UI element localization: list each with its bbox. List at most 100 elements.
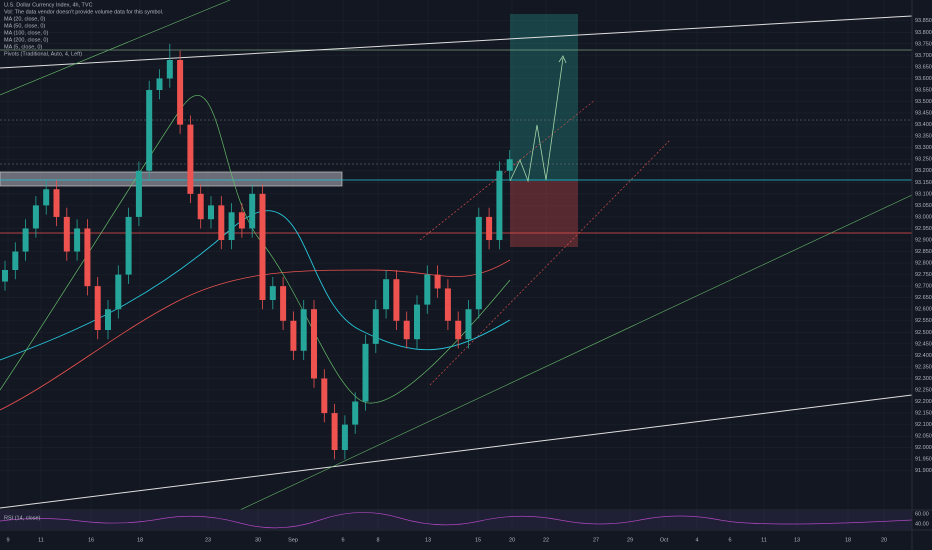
candle-body [94,286,101,330]
candle-body [444,288,451,321]
y-tick-label: 92.950 [915,226,932,232]
y-tick-label: 93.850 [915,18,932,24]
candles [2,43,513,460]
y-tick-label: 92.900 [915,237,932,243]
long-stop-zone [510,181,578,247]
y-tick-label: 92.300 [915,376,932,382]
trend-line [0,394,913,509]
candle-body [321,378,328,414]
y-tick-label: 93.500 [915,99,932,105]
candle-body [22,228,29,252]
candle-body [455,320,462,340]
y-tick-label: 92.750 [915,272,932,278]
candle-body [475,216,482,310]
candle-body [300,309,307,351]
candle-body [146,90,153,171]
candle-body [63,216,70,252]
x-tick-label: 9 [6,537,9,543]
x-tick-label: Sep [288,537,298,543]
candle-body [249,193,256,229]
candle-body [341,424,348,450]
grid [0,0,912,530]
candle-body [414,304,420,340]
candle-body [496,170,503,240]
y-tick-label: 92.800 [915,261,932,267]
y-tick-label: 92.450 [915,341,932,347]
legend-line: MA (200, close, 0) [4,37,48,43]
candle-body [156,78,163,90]
y-tick-label: 93.450 [915,111,932,117]
candle-body [362,343,369,402]
y-tick-label: 93.250 [915,157,932,163]
legend-line: Pivots (Traditional, Auto, 4, Left) [4,51,82,57]
x-tick-label: 11 [761,537,767,543]
x-tick-label: 18 [137,537,143,543]
y-tick-label: 92.650 [915,295,932,301]
x-tick-label: 11 [38,537,44,543]
rsi-tick-label: 40.00 [915,521,929,527]
ma-line [0,259,511,411]
rsi-line [0,512,913,529]
legend-line: MA (50, close, 0) [4,23,45,29]
x-tick-label: 20 [509,537,515,543]
candle-body [166,60,173,79]
candle-body [290,320,297,351]
y-tick-label: 92.700 [915,284,932,290]
y-tick-label: 93.800 [915,30,932,36]
legend-line: MA (20, close, 0) [4,16,45,22]
y-tick-label: 91.950 [915,457,932,463]
x-tick-label: Oct [660,537,669,543]
y-tick-label: 92.200 [915,399,932,405]
candle-body [331,413,338,450]
candle-body [465,309,472,340]
y-tick-label: 92.400 [915,353,932,359]
x-tick-label: 15 [475,537,481,543]
legend-line: MA (100, close, 0) [4,30,48,36]
candle-body [125,216,132,275]
y-tick-label: 93.350 [915,134,932,140]
candle-body [403,320,410,340]
candle-body [259,193,266,300]
trend-line [0,0,231,96]
candle-body [218,205,225,240]
x-tick-label: 18 [845,537,851,543]
x-tick-label: 20 [881,537,887,543]
candle-body [486,216,493,240]
x-tick-label: 8 [376,537,379,543]
candle-body [434,274,441,289]
y-tick-label: 92.600 [915,307,932,313]
projection-arrow [558,55,567,64]
y-tick-label: 93.650 [915,64,932,70]
candle-body [208,205,214,220]
candle-body [393,279,400,321]
candle-body [43,189,50,206]
legend-line: Vol: The data vendor doesn't provide vol… [4,9,164,15]
resistance-zone [0,171,343,187]
long-target-zone [510,14,578,181]
projection-path [509,57,564,183]
y-tick-label: 93.300 [915,145,932,151]
trend-line [239,194,913,511]
candle-body [352,401,359,425]
x-tick-label: 30 [255,537,261,543]
candle-body [105,309,111,330]
candle-body [12,251,19,270]
y-tick-label: 93.750 [915,41,932,47]
y-tick-label: 92.150 [915,411,932,417]
candle-body [135,170,142,217]
y-tick-label: 93.200 [915,168,932,174]
y-tick-label: 93.400 [915,122,932,128]
candle-body [115,274,122,310]
x-tick-label: 29 [627,537,633,543]
y-tick-label: 92.550 [915,318,932,324]
y-tick-label: 93.100 [915,191,932,197]
candle-body [187,124,194,194]
x-tick-label: 4 [695,537,698,543]
candle-body [506,159,513,171]
x-tick-label: 6 [341,537,344,543]
x-tick-label: 13 [425,537,431,543]
y-tick-label: 92.350 [915,364,932,370]
candle-body [280,286,287,321]
x-tick-label: 13 [794,537,800,543]
